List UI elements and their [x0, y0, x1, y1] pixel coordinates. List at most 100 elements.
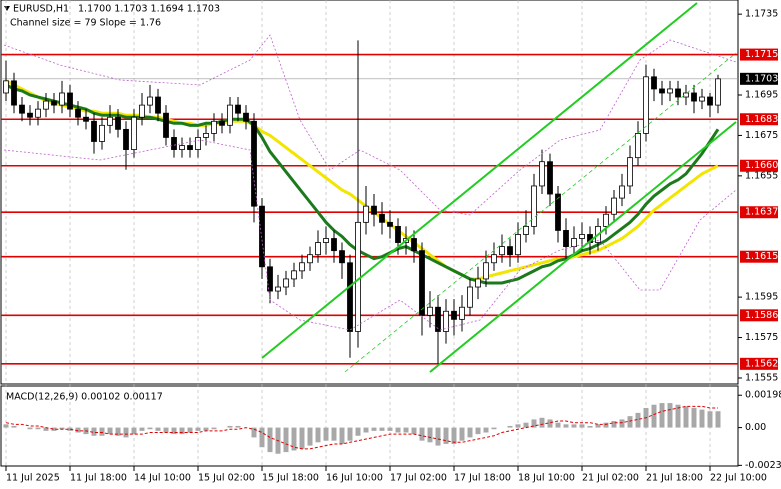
x-tick-label: 21 Jul 02:00: [582, 473, 639, 484]
candle-body: [67, 92, 73, 110]
candle-body: [555, 193, 561, 231]
macd-bar: [123, 427, 129, 438]
level-label-bg: [740, 159, 778, 172]
y-tick-label: 1.1575: [745, 332, 778, 343]
channel-lower: [429, 121, 737, 373]
macd-bar: [395, 427, 401, 433]
candle-body: [475, 278, 481, 288]
candle-body: [707, 96, 713, 106]
candle-body: [99, 124, 105, 142]
macd-bar: [611, 421, 617, 428]
candle-body: [523, 225, 529, 235]
macd-bar: [227, 425, 233, 428]
candle-body: [667, 88, 673, 94]
macd-bar: [355, 427, 361, 436]
y-tick-label: 1.1555: [745, 372, 778, 383]
symbol: EURUSD,H1: [13, 4, 69, 15]
candle-body: [355, 221, 361, 332]
moving-average: [5, 83, 720, 285]
macd-bar: [619, 419, 625, 428]
candle-body: [699, 96, 705, 102]
x-tick-label: 21 Jul 18:00: [646, 473, 703, 484]
macd-bar: [635, 412, 641, 428]
candle-body: [11, 80, 17, 106]
macd-bar: [587, 425, 593, 428]
macd-bar: [515, 424, 521, 428]
last-price-bg: [740, 72, 778, 85]
macd-bar: [211, 427, 217, 430]
macd-bar: [35, 427, 41, 430]
candle-body: [563, 230, 569, 247]
macd-bar: [475, 427, 481, 435]
level-label: 1.1660: [745, 160, 778, 171]
y-tick-label: 0.00: [745, 422, 766, 433]
macd-bar: [363, 427, 369, 433]
level-label: 1.1586: [745, 310, 778, 321]
macd-bar: [555, 422, 561, 428]
candle-body: [435, 306, 441, 332]
candle-body: [411, 238, 417, 252]
candle-body: [443, 310, 449, 332]
candle-body: [107, 116, 113, 126]
ohlc: 1.1700 1.1703 1.1694 1.1703: [78, 4, 220, 15]
macd-bar: [427, 427, 433, 443]
level-label-bg: [740, 48, 778, 61]
channel-middle: [344, 52, 737, 373]
candle-body: [659, 88, 665, 94]
macd-bar: [419, 427, 425, 441]
candle-body: [171, 137, 177, 150]
candle-body: [675, 88, 681, 98]
macd-bar: [187, 427, 193, 433]
candle-body: [267, 266, 273, 292]
channel-info: Channel size = 79 Slope = 1.76: [10, 18, 161, 29]
candle-body: [715, 78, 721, 106]
x-tick-label: 11 Jul 2025: [6, 473, 60, 484]
candle-body: [43, 100, 49, 110]
macd-bar: [299, 427, 305, 449]
macd-bar: [75, 427, 81, 433]
y-tick-label: 1.1595: [745, 292, 778, 303]
candle-body: [243, 112, 249, 122]
macd-bar: [11, 425, 17, 428]
level-label-bg: [740, 357, 778, 370]
candle-body: [547, 161, 553, 195]
candle-body: [187, 145, 193, 150]
macd-bar: [307, 427, 313, 446]
menu-arrow[interactable]: [4, 6, 10, 11]
macd-bar: [235, 425, 241, 428]
macd-bar: [603, 422, 609, 428]
macd-bar: [675, 404, 681, 428]
level-label: 1.1562: [745, 358, 778, 369]
macd-bar: [691, 407, 697, 428]
macd-bar: [59, 427, 65, 430]
macd-bar: [411, 427, 417, 435]
candle-body: [123, 128, 129, 150]
candle-body: [307, 254, 313, 264]
candle-body: [299, 262, 305, 272]
candle-body: [371, 205, 377, 215]
macd-bar: [179, 427, 185, 435]
macd-bar: [459, 427, 465, 441]
candle-body: [315, 242, 321, 256]
macd-bar: [267, 427, 273, 453]
macd-bar: [3, 424, 9, 428]
candle-body: [387, 221, 393, 227]
candle-body: [379, 213, 385, 223]
candle-body: [651, 76, 657, 90]
candle-body: [211, 120, 217, 134]
candle-body: [611, 197, 617, 215]
macd-bar: [139, 427, 145, 431]
macd-bar: [579, 424, 585, 428]
x-tick-label: 15 Jul 02:00: [198, 473, 255, 484]
candle-body: [619, 185, 625, 199]
y-tick-label: 1.1655: [745, 170, 778, 181]
candle-body: [347, 262, 353, 332]
macd-bar: [315, 427, 321, 443]
macd-bar: [291, 427, 297, 451]
macd-bar: [667, 403, 673, 428]
level-label-bg: [740, 309, 778, 322]
candle-body: [27, 112, 33, 118]
candle-body: [531, 185, 537, 227]
candle-body: [163, 112, 169, 138]
